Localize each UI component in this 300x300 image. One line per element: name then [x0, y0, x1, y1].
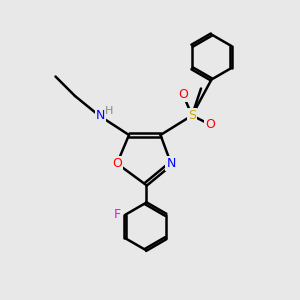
Text: O: O — [205, 118, 215, 131]
Text: S: S — [188, 109, 196, 122]
Text: N: N — [96, 109, 105, 122]
Text: H: H — [105, 106, 114, 116]
Text: N: N — [166, 157, 176, 170]
Text: O: O — [178, 88, 188, 101]
Text: F: F — [114, 208, 121, 221]
Text: O: O — [112, 157, 122, 170]
